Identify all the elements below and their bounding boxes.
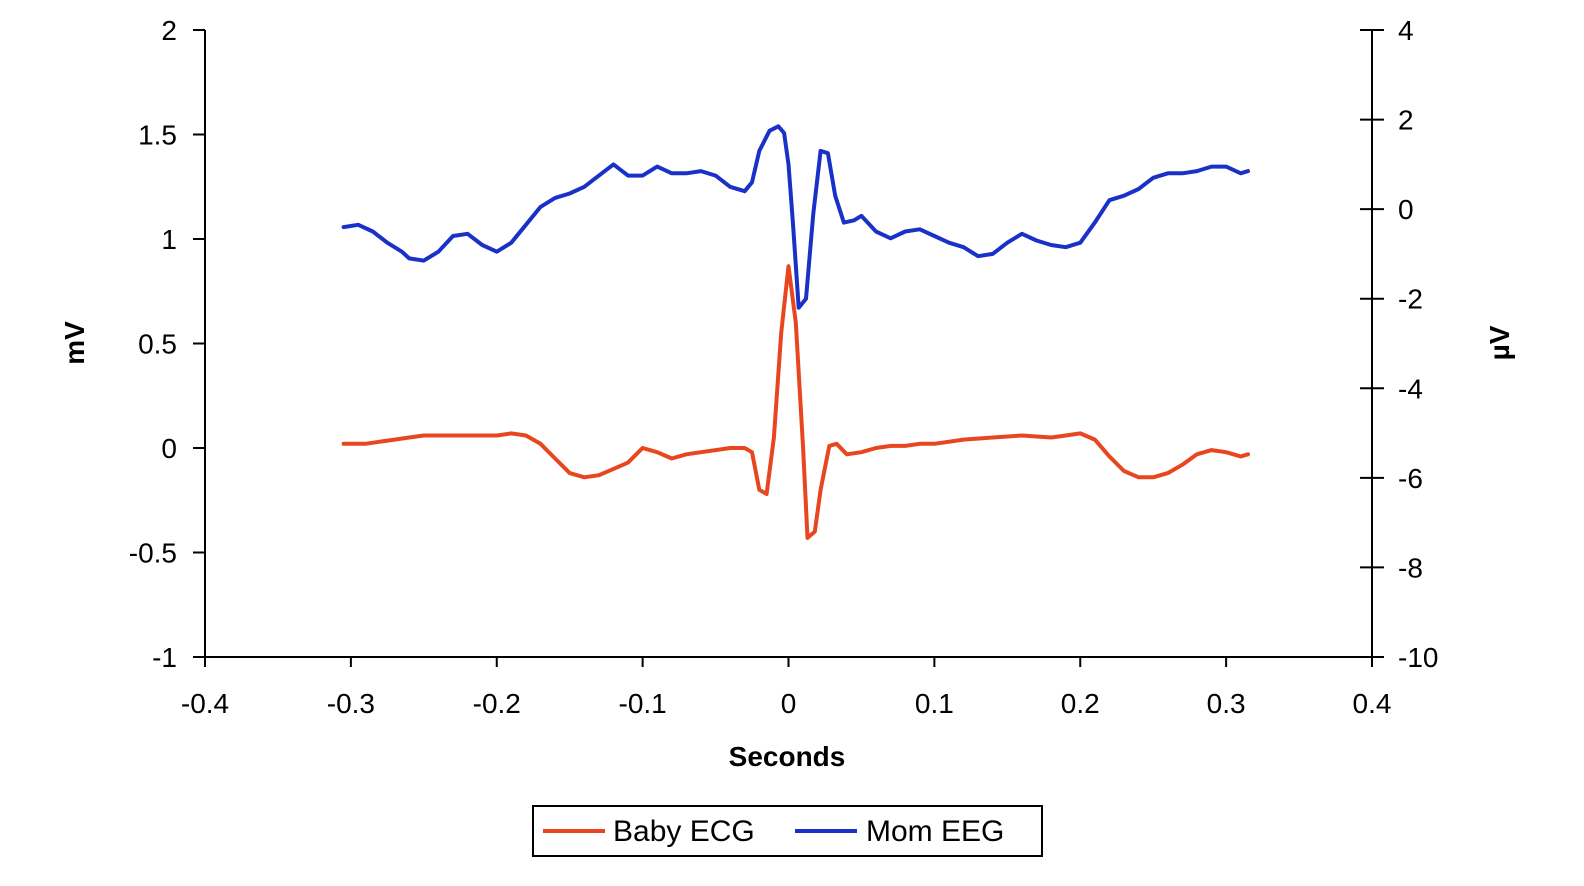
x-tick-label: -0.2 bbox=[473, 688, 521, 719]
y2-axis-title: µV bbox=[1484, 325, 1515, 360]
x-tick-label: -0.3 bbox=[327, 688, 375, 719]
y2-tick-label: -2 bbox=[1398, 284, 1423, 315]
series-line-baby-ecg bbox=[341, 264, 1250, 540]
y2-tick-label: 0 bbox=[1398, 194, 1414, 225]
y2-tick-label: 4 bbox=[1398, 15, 1414, 46]
legend: Baby ECG Mom EEG bbox=[532, 805, 1043, 857]
x-tick-label: 0 bbox=[781, 688, 797, 719]
legend-box bbox=[532, 805, 1043, 857]
y-axis-ticks: -1 -0.5 0 0.5 1 1.5 2 bbox=[129, 15, 205, 673]
y2-tick-label: 2 bbox=[1398, 105, 1414, 136]
x-tick-label: 0.3 bbox=[1207, 688, 1246, 719]
y2-axis-ticks: -10 -8 -6 -4 -2 0 2 4 bbox=[1360, 15, 1438, 673]
y2-tick-label: -10 bbox=[1398, 642, 1438, 673]
y2-tick-label: -8 bbox=[1398, 552, 1423, 583]
legend-label-baby-ecg: Baby ECG bbox=[613, 815, 755, 848]
x-axis-title: Seconds bbox=[729, 741, 846, 772]
y2-tick-label: -6 bbox=[1398, 463, 1423, 494]
y-tick-label: 0.5 bbox=[138, 329, 177, 360]
series-line-mom-eeg bbox=[341, 124, 1250, 310]
y-tick-label: 0 bbox=[161, 433, 177, 464]
x-tick-label: 0.4 bbox=[1353, 688, 1392, 719]
x-axis-ticks: -0.4 -0.3 -0.2 -0.1 0 0.1 0.2 0.3 0.4 bbox=[181, 657, 1392, 719]
series-layer bbox=[341, 124, 1250, 540]
x-tick-label: -0.1 bbox=[619, 688, 667, 719]
y2-tick-label: -4 bbox=[1398, 373, 1423, 404]
y-tick-label: 2 bbox=[161, 15, 177, 46]
x-tick-label: 0.2 bbox=[1061, 688, 1100, 719]
y-axis-title: mV bbox=[59, 321, 90, 365]
y-tick-label: 1.5 bbox=[138, 120, 177, 151]
legend-label-mom-eeg: Mom EEG bbox=[866, 815, 1004, 848]
x-tick-label: -0.4 bbox=[181, 688, 229, 719]
y-tick-label: -0.5 bbox=[129, 538, 177, 569]
x-tick-label: 0.1 bbox=[915, 688, 954, 719]
y-tick-label: 1 bbox=[161, 224, 177, 255]
y-tick-label: -1 bbox=[152, 642, 177, 673]
